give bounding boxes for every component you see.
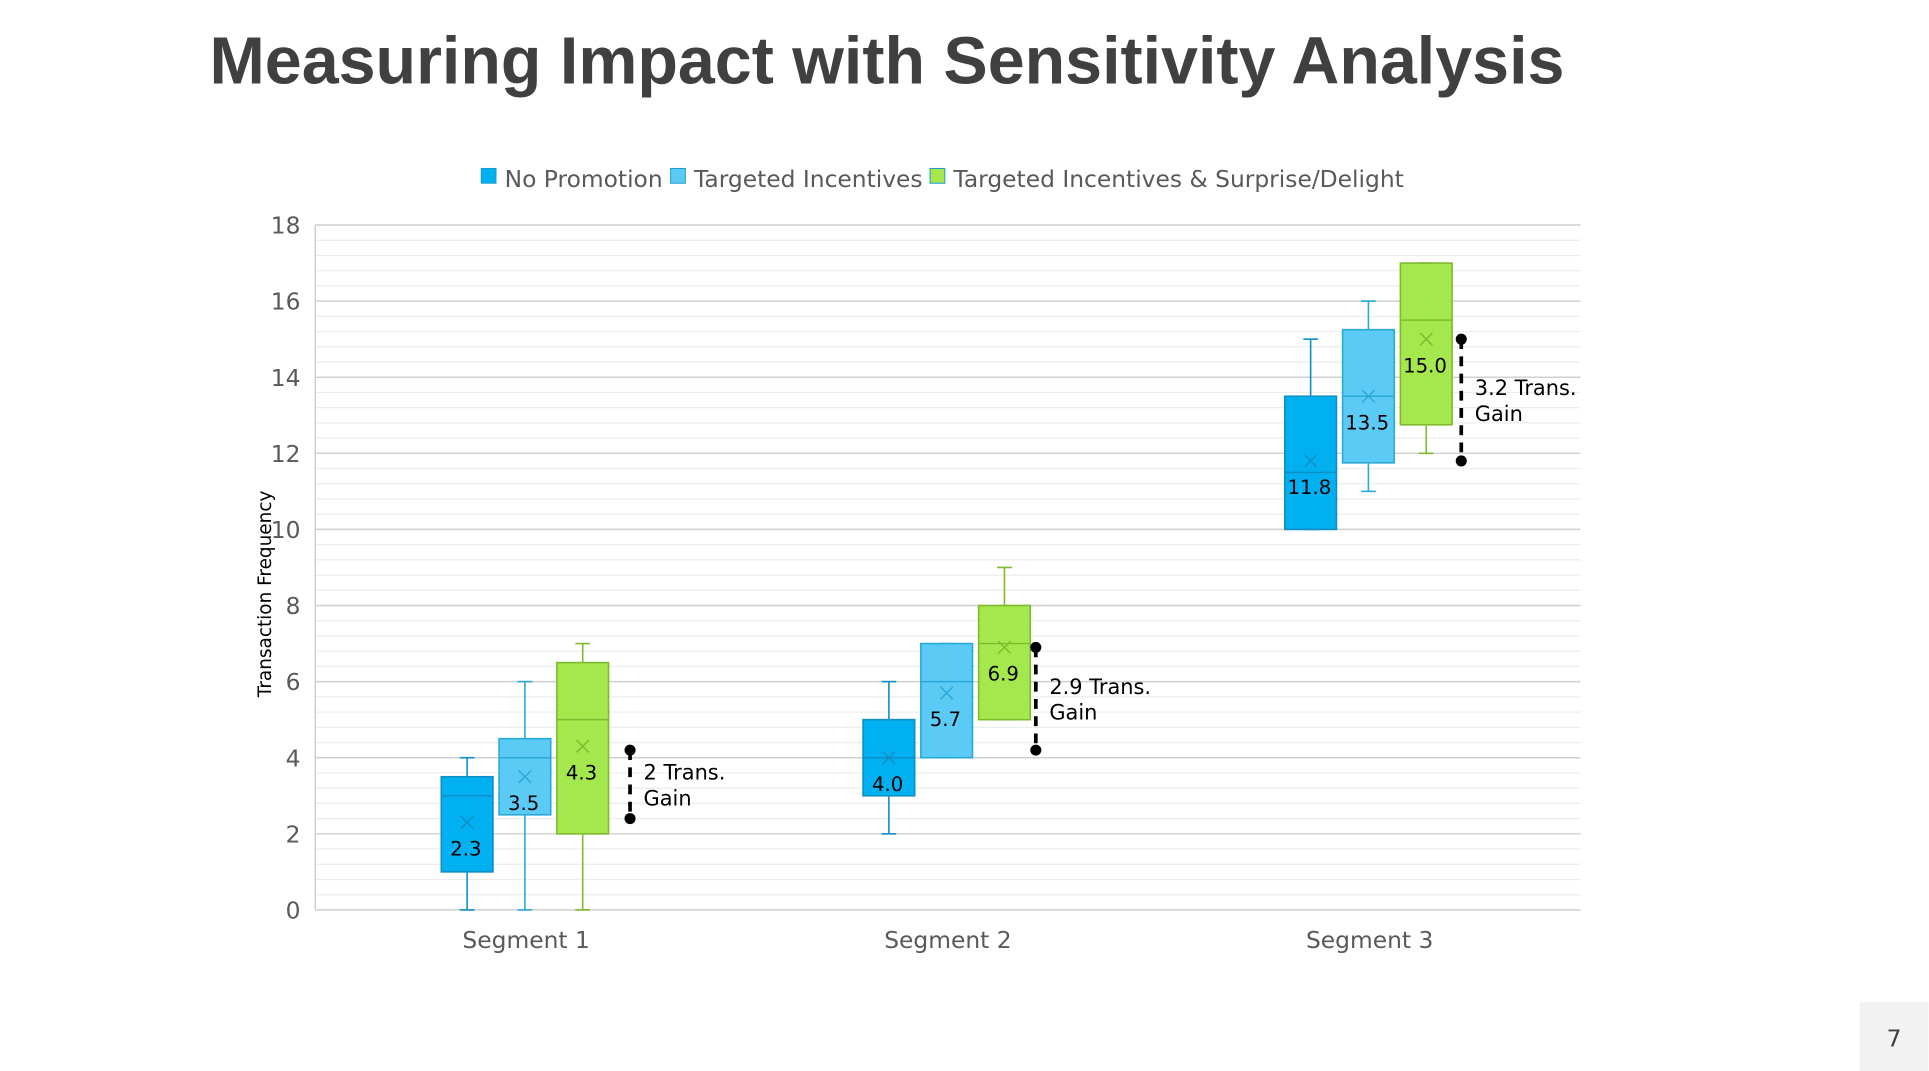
bracket-end-dot bbox=[624, 744, 636, 756]
box-2-0: 4.3 bbox=[556, 642, 610, 911]
box-1-1: 5.7 bbox=[920, 642, 974, 759]
mean-marker bbox=[1303, 454, 1318, 468]
box-1-0: 3.5 bbox=[498, 680, 552, 911]
box-2-2: 15.0 bbox=[1399, 262, 1453, 455]
gain-annotation: 2.9 Trans.Gain bbox=[1030, 641, 1151, 756]
x-tick-label: Segment 2 bbox=[884, 926, 1011, 954]
legend-swatch bbox=[670, 167, 686, 184]
box-0-0: 2.3 bbox=[440, 756, 494, 911]
x-tick-label: Segment 1 bbox=[462, 926, 589, 954]
data-label: 3.5 bbox=[508, 792, 539, 815]
data-label: 4.0 bbox=[872, 773, 903, 796]
legend-label: No Promotion bbox=[505, 165, 663, 193]
legend-label: Targeted Incentives bbox=[693, 165, 923, 193]
mean-marker bbox=[1419, 332, 1433, 346]
box-0-1: 4.0 bbox=[862, 680, 916, 835]
y-tick-label: 16 bbox=[271, 288, 301, 316]
box bbox=[440, 775, 494, 873]
x-tick-label: Segment 3 bbox=[1306, 926, 1433, 954]
page-number-box bbox=[1859, 1002, 1929, 1071]
box-0-2: 11.8 bbox=[1284, 338, 1338, 531]
gain-label: 2 Trans. bbox=[644, 760, 726, 784]
bracket-end-dot bbox=[1455, 333, 1467, 345]
y-axis-label: Transaction Frequency bbox=[255, 491, 276, 699]
y-tick-label: 2 bbox=[286, 820, 301, 848]
bracket-end-dot bbox=[1030, 641, 1042, 653]
data-label: 6.9 bbox=[988, 663, 1019, 686]
y-tick-label: 6 bbox=[286, 668, 301, 696]
gain-label: Gain bbox=[1049, 701, 1097, 725]
bracket-end-dot bbox=[1030, 744, 1042, 756]
legend-label: Targeted Incentives & Surprise/Delight bbox=[952, 165, 1403, 193]
page-number: 7 bbox=[1887, 1024, 1902, 1052]
data-label: 15.0 bbox=[1403, 354, 1447, 377]
box-1-2: 13.5 bbox=[1341, 300, 1396, 493]
data-label: 2.3 bbox=[450, 838, 481, 861]
gain-label: 3.2 Trans. bbox=[1475, 376, 1577, 400]
y-tick-label: 8 bbox=[286, 592, 301, 620]
box-2-1: 6.9 bbox=[977, 566, 1032, 721]
bracket-end-dot bbox=[624, 813, 636, 825]
gain-annotation: 3.2 Trans.Gain bbox=[1455, 333, 1577, 467]
mean-marker bbox=[460, 815, 474, 830]
mean-marker bbox=[1361, 389, 1376, 403]
mean-marker bbox=[997, 640, 1012, 655]
box bbox=[556, 661, 610, 835]
box bbox=[1399, 262, 1453, 426]
gain-label: 2.9 Trans. bbox=[1049, 675, 1151, 699]
legend-swatch bbox=[480, 167, 497, 184]
y-tick-label: 18 bbox=[271, 212, 301, 240]
legend: No Promotion Targeted Incentives Targeted … bbox=[480, 165, 1404, 193]
box-plots: 2.3 4.0 11.8 3.5 5.7 13.5 4.3 6.9 15.0 bbox=[440, 262, 1453, 911]
gain-label: Gain bbox=[1475, 402, 1523, 426]
mean-marker bbox=[940, 686, 954, 700]
y-tick-label: 12 bbox=[271, 440, 301, 468]
data-label: 11.8 bbox=[1288, 476, 1332, 499]
y-tick-label: 4 bbox=[286, 744, 301, 772]
y-tick-label: 0 bbox=[286, 897, 301, 925]
mean-marker bbox=[576, 739, 590, 753]
bracket-end-dot bbox=[1455, 455, 1467, 467]
mean-marker bbox=[882, 751, 896, 765]
box bbox=[920, 642, 974, 759]
legend-swatch bbox=[929, 167, 946, 184]
box bbox=[1284, 395, 1338, 531]
y-tick-label: 14 bbox=[271, 364, 301, 392]
gain-annotation: 2 Trans.Gain bbox=[624, 744, 726, 825]
mean-marker bbox=[518, 770, 532, 784]
y-tick-label: 10 bbox=[271, 516, 301, 544]
slide-title: Measuring Impact with Sensitivity Analys… bbox=[210, 25, 1565, 99]
data-label: 4.3 bbox=[566, 762, 597, 785]
data-label: 5.7 bbox=[930, 708, 961, 731]
axes: 0 2 4 6 8 10 12 14 16 18 Segment 1 Segment 2 Segment… bbox=[271, 212, 1434, 954]
box bbox=[977, 604, 1032, 721]
data-label: 13.5 bbox=[1345, 411, 1389, 434]
gain-label: Gain bbox=[644, 786, 692, 810]
